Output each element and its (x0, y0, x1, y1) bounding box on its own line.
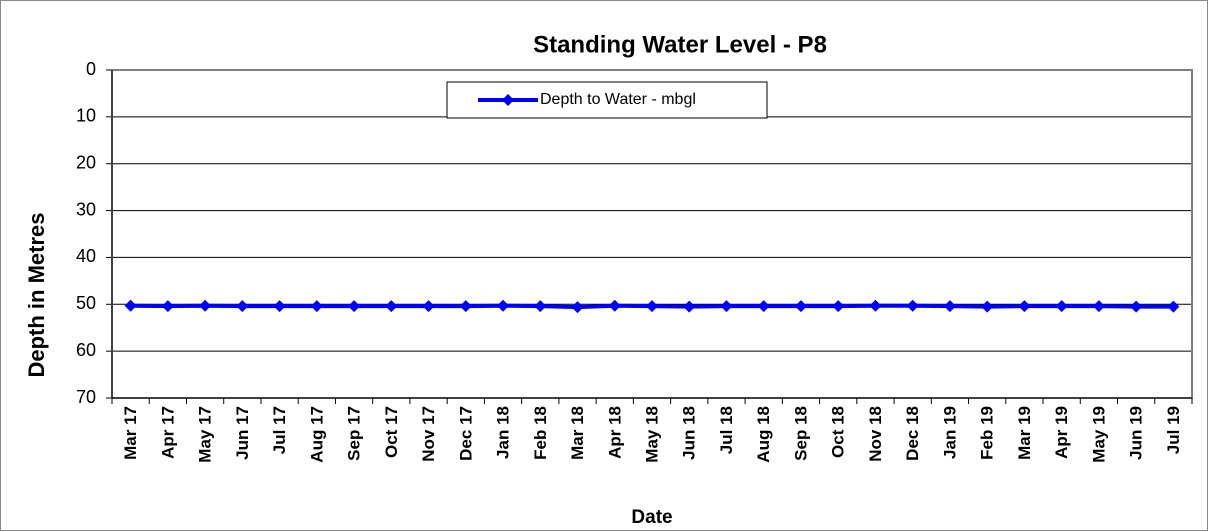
data-marker (161, 300, 174, 313)
x-tick-label: Jan 19 (940, 406, 959, 459)
data-marker (943, 300, 956, 313)
data-marker (199, 299, 212, 312)
x-tick-label: Oct 18 (829, 406, 848, 458)
x-tick-label: Feb 19 (978, 406, 997, 460)
data-marker (1130, 300, 1143, 313)
x-tick-label: Apr 18 (605, 406, 624, 459)
legend-marker (502, 94, 514, 106)
y-tick-label: 60 (76, 340, 96, 360)
x-tick-label: May 17 (196, 406, 215, 463)
data-marker (683, 300, 696, 313)
x-tick-label: Dec 17 (456, 406, 475, 461)
data-marker (720, 300, 733, 313)
data-marker (608, 299, 621, 312)
x-tick-label: Feb 18 (531, 406, 550, 460)
y-tick-label: 40 (76, 246, 96, 266)
x-tick-label: Sep 17 (345, 406, 364, 461)
y-tick-label: 10 (76, 106, 96, 126)
x-tick-label: Jan 18 (494, 406, 513, 459)
x-tick-label: Nov 18 (866, 406, 885, 462)
data-marker (1018, 300, 1031, 313)
data-marker (497, 299, 510, 312)
x-tick-label: Oct 17 (382, 406, 401, 458)
x-axis-label: Date (631, 507, 672, 528)
data-marker (832, 300, 845, 313)
data-marker (124, 299, 137, 312)
data-marker (869, 299, 882, 312)
x-tick-label: Jul 18 (717, 406, 736, 454)
x-tick-label: Jul 19 (1164, 406, 1183, 454)
data-marker (459, 300, 472, 313)
x-tick-label: Aug 17 (307, 406, 326, 463)
y-tick-label: 20 (76, 152, 96, 172)
x-tick-label: Jun 17 (233, 406, 252, 460)
data-marker (757, 300, 770, 313)
x-tick-label: Dec 18 (903, 406, 922, 461)
x-tick-label: Jun 19 (1127, 406, 1146, 460)
data-marker (646, 300, 658, 313)
data-marker (310, 300, 323, 313)
x-tick-label: Mar 18 (568, 406, 587, 460)
data-marker (273, 300, 286, 313)
data-marker (1167, 300, 1180, 313)
data-marker (906, 299, 919, 312)
x-tick-label: Jul 17 (270, 406, 289, 454)
x-tick-label: Apr 17 (158, 406, 177, 459)
x-tick-label: Aug 18 (754, 406, 773, 463)
x-tick-label: Mar 19 (1015, 406, 1034, 460)
data-marker (422, 300, 435, 313)
y-tick-label: 0 (86, 59, 96, 79)
x-tick-label: May 19 (1089, 406, 1108, 463)
data-marker (1092, 300, 1105, 313)
x-tick-label: May 18 (643, 406, 662, 463)
data-marker (981, 300, 994, 313)
data-marker (385, 300, 398, 313)
data-marker (236, 300, 249, 313)
data-marker (794, 300, 807, 313)
x-tick-label: Jun 18 (680, 406, 699, 460)
x-tick-label: Sep 18 (791, 406, 810, 461)
data-marker (1055, 300, 1068, 313)
chart-title: Standing Water Level - P8 (533, 31, 827, 58)
x-tick-label: Apr 19 (1052, 406, 1071, 459)
data-marker (348, 300, 361, 313)
y-axis-label: Depth in Metres (24, 212, 49, 377)
x-tick-label: Nov 17 (419, 406, 438, 462)
y-tick-label: 50 (76, 293, 96, 313)
y-tick-label: 30 (76, 199, 96, 219)
legend-label: Depth to Water - mbgl (540, 91, 696, 108)
data-marker (534, 300, 547, 313)
y-tick-label: 70 (76, 387, 96, 407)
x-tick-label: Mar 17 (121, 406, 140, 460)
data-marker (571, 301, 584, 314)
